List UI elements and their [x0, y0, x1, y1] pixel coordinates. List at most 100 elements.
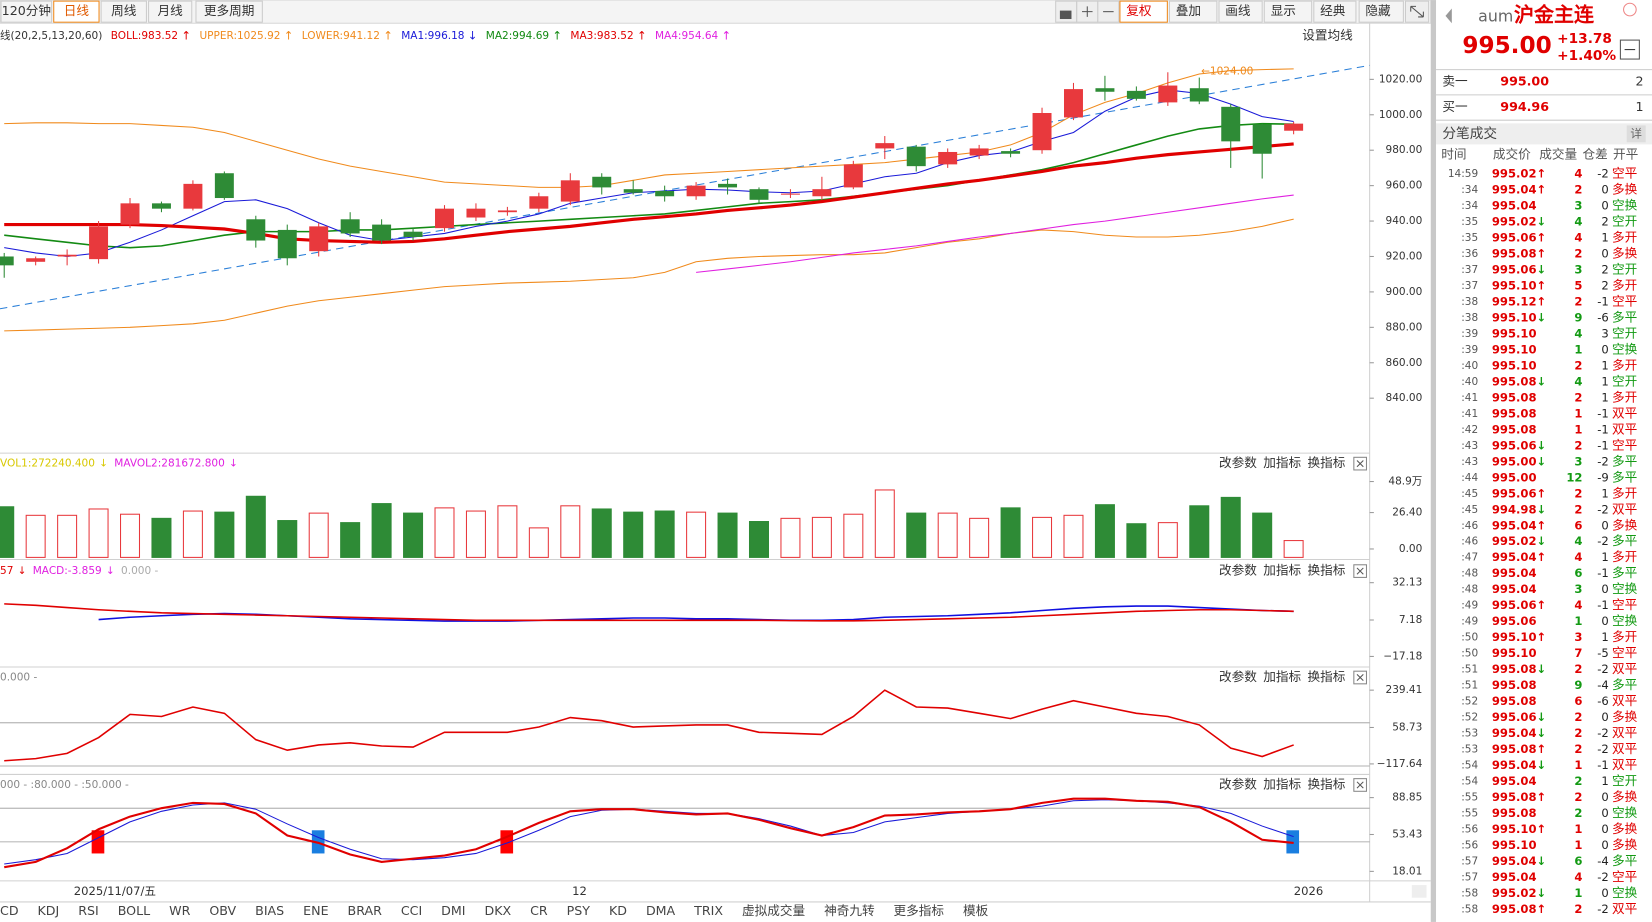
tool-button-label[interactable]: 画线 — [1225, 3, 1251, 18]
tool-button[interactable] — [1218, 0, 1263, 23]
period-tab-label[interactable]: 120分钟 — [2, 3, 51, 18]
trade-time: :52 — [1461, 696, 1478, 708]
tool-button[interactable] — [1358, 0, 1404, 23]
tool-button[interactable] — [1168, 0, 1218, 23]
period-tab-label[interactable]: 周线 — [111, 3, 137, 18]
trade-position-diff: -6 — [1597, 310, 1609, 324]
legend-text: MAVOL2:281672.800 — [114, 458, 225, 470]
trade-time: :40 — [1461, 360, 1478, 372]
candle-body — [0, 256, 14, 266]
legend-arrow: ↓ — [229, 458, 238, 470]
indicator-tab[interactable]: CCI — [401, 903, 422, 918]
panel-button[interactable]: 换指标 — [1307, 669, 1345, 684]
tool-button[interactable] — [1263, 0, 1313, 23]
setting-button[interactable]: 设置均线 — [1302, 27, 1353, 42]
indicator-tab[interactable]: 神奇九转 — [824, 903, 875, 918]
legend-arrow: ↑ — [552, 28, 562, 42]
trade-type: 空平 — [1612, 869, 1637, 884]
help-icon[interactable] — [1623, 2, 1637, 17]
tool-button[interactable] — [1119, 0, 1168, 23]
period-tab[interactable] — [195, 0, 263, 23]
indicator-tab[interactable]: DMI — [441, 903, 465, 918]
panel-button[interactable]: 加指标 — [1263, 669, 1301, 684]
trade-volume: 6 — [1574, 518, 1582, 532]
trade-time: :58 — [1461, 904, 1478, 916]
indicator-tab[interactable]: TRIX — [693, 903, 723, 918]
tool-button-label[interactable]: 隐藏 — [1365, 3, 1391, 18]
indicator-tab[interactable]: CR — [530, 903, 548, 918]
detail-button[interactable] — [1626, 125, 1646, 143]
panel-button[interactable]: 改参数 — [1219, 563, 1257, 578]
indicator-tab[interactable]: PSY — [567, 903, 591, 918]
tool-button-label[interactable]: 叠加 — [1176, 3, 1201, 18]
tool-button-label[interactable]: 显示 — [1271, 3, 1296, 18]
trade-volume: 2 — [1574, 774, 1582, 788]
trade-price: 995.02 — [1492, 534, 1537, 548]
panel-button[interactable]: 加指标 — [1263, 455, 1301, 470]
scroll-right[interactable] — [1411, 885, 1427, 898]
volume-bar — [937, 512, 958, 558]
tool-button-label[interactable]: 经典 — [1320, 3, 1346, 18]
detail-label[interactable]: 详 — [1630, 126, 1642, 140]
trade-arrow: ↓ — [1537, 854, 1547, 868]
tool-button[interactable] — [1313, 0, 1357, 23]
trade-time: :44 — [1461, 472, 1478, 484]
trade-type: 双平 — [1612, 421, 1637, 436]
period-tab[interactable] — [0, 0, 53, 23]
period-tab[interactable] — [148, 0, 193, 23]
indicator-tab[interactable]: DKX — [484, 903, 511, 918]
panel-button[interactable]: 改参数 — [1219, 669, 1257, 684]
trade-volume: 6 — [1574, 854, 1582, 868]
indicator-tab[interactable]: RSI — [78, 903, 99, 918]
panel-button[interactable]: 改参数 — [1219, 776, 1257, 791]
trade-volume: 12 — [1566, 470, 1582, 484]
volume-bar — [654, 510, 675, 558]
indicator-tab[interactable]: ENE — [303, 903, 328, 918]
period-tab[interactable] — [53, 0, 100, 23]
panel-button[interactable]: 换指标 — [1307, 455, 1345, 470]
indicator-tab[interactable]: BRAR — [348, 903, 383, 918]
period-tab-label[interactable]: 月线 — [158, 3, 184, 18]
trade-volume: 2 — [1574, 182, 1582, 196]
trade-volume: 4 — [1574, 214, 1582, 228]
trade-price: 995.08 — [1492, 790, 1537, 804]
trade-time: :55 — [1461, 808, 1478, 820]
indicator-tab[interactable]: DMA — [646, 903, 676, 918]
indicator-tab[interactable]: KD — [609, 903, 627, 918]
y-tick-label: 26.40 — [1392, 507, 1422, 519]
indicator-tab[interactable]: KDJ — [38, 903, 60, 918]
period-tab-label[interactable]: 更多周期 — [204, 3, 255, 18]
tool-button-label[interactable]: 复权 — [1126, 3, 1152, 18]
y-tick-label: 48.9万 — [1388, 476, 1422, 488]
trade-volume: 4 — [1574, 550, 1582, 564]
indicator-tab[interactable]: BOLL — [118, 903, 150, 918]
indicator-tab[interactable]: WR — [169, 903, 190, 918]
trade-position-diff: -2 — [1597, 662, 1609, 676]
period-tab[interactable] — [100, 0, 147, 23]
indicator-tab[interactable]: 更多指标 — [894, 903, 945, 918]
trade-volume: 4 — [1574, 230, 1582, 244]
indicator-tab[interactable]: 虚拟成交量 — [742, 903, 805, 918]
panel-button[interactable]: 换指标 — [1307, 776, 1345, 791]
indicator-tab[interactable]: CD — [0, 903, 19, 918]
volume-bar — [1157, 522, 1178, 558]
indicator-tab[interactable]: OBV — [209, 903, 236, 918]
trade-price: 995.00 — [1492, 470, 1537, 484]
panel-button[interactable]: 加指标 — [1263, 563, 1301, 578]
trade-arrow: ↑ — [1537, 598, 1547, 612]
indicator-tab[interactable]: BIAS — [255, 903, 284, 918]
indicator-tab[interactable]: 模板 — [963, 903, 989, 918]
trade-arrow: ↓ — [1537, 534, 1547, 548]
y-tick-label: 1020.00 — [1379, 73, 1422, 85]
trade-position-diff: 2 — [1601, 278, 1608, 292]
panel-button[interactable]: 换指标 — [1307, 563, 1345, 578]
toolbar-icons[interactable] — [1055, 0, 1430, 23]
trade-price: 995.10 — [1492, 822, 1537, 836]
period-tab-label[interactable]: 日线 — [64, 3, 90, 18]
panel-button[interactable]: 改参数 — [1219, 455, 1257, 470]
prev-arrow[interactable] — [1445, 8, 1452, 24]
panel-button[interactable]: 加指标 — [1263, 776, 1301, 791]
divider[interactable] — [1430, 0, 1437, 922]
trade-time: :54 — [1461, 760, 1478, 772]
book-qty: 1 — [1636, 99, 1644, 114]
